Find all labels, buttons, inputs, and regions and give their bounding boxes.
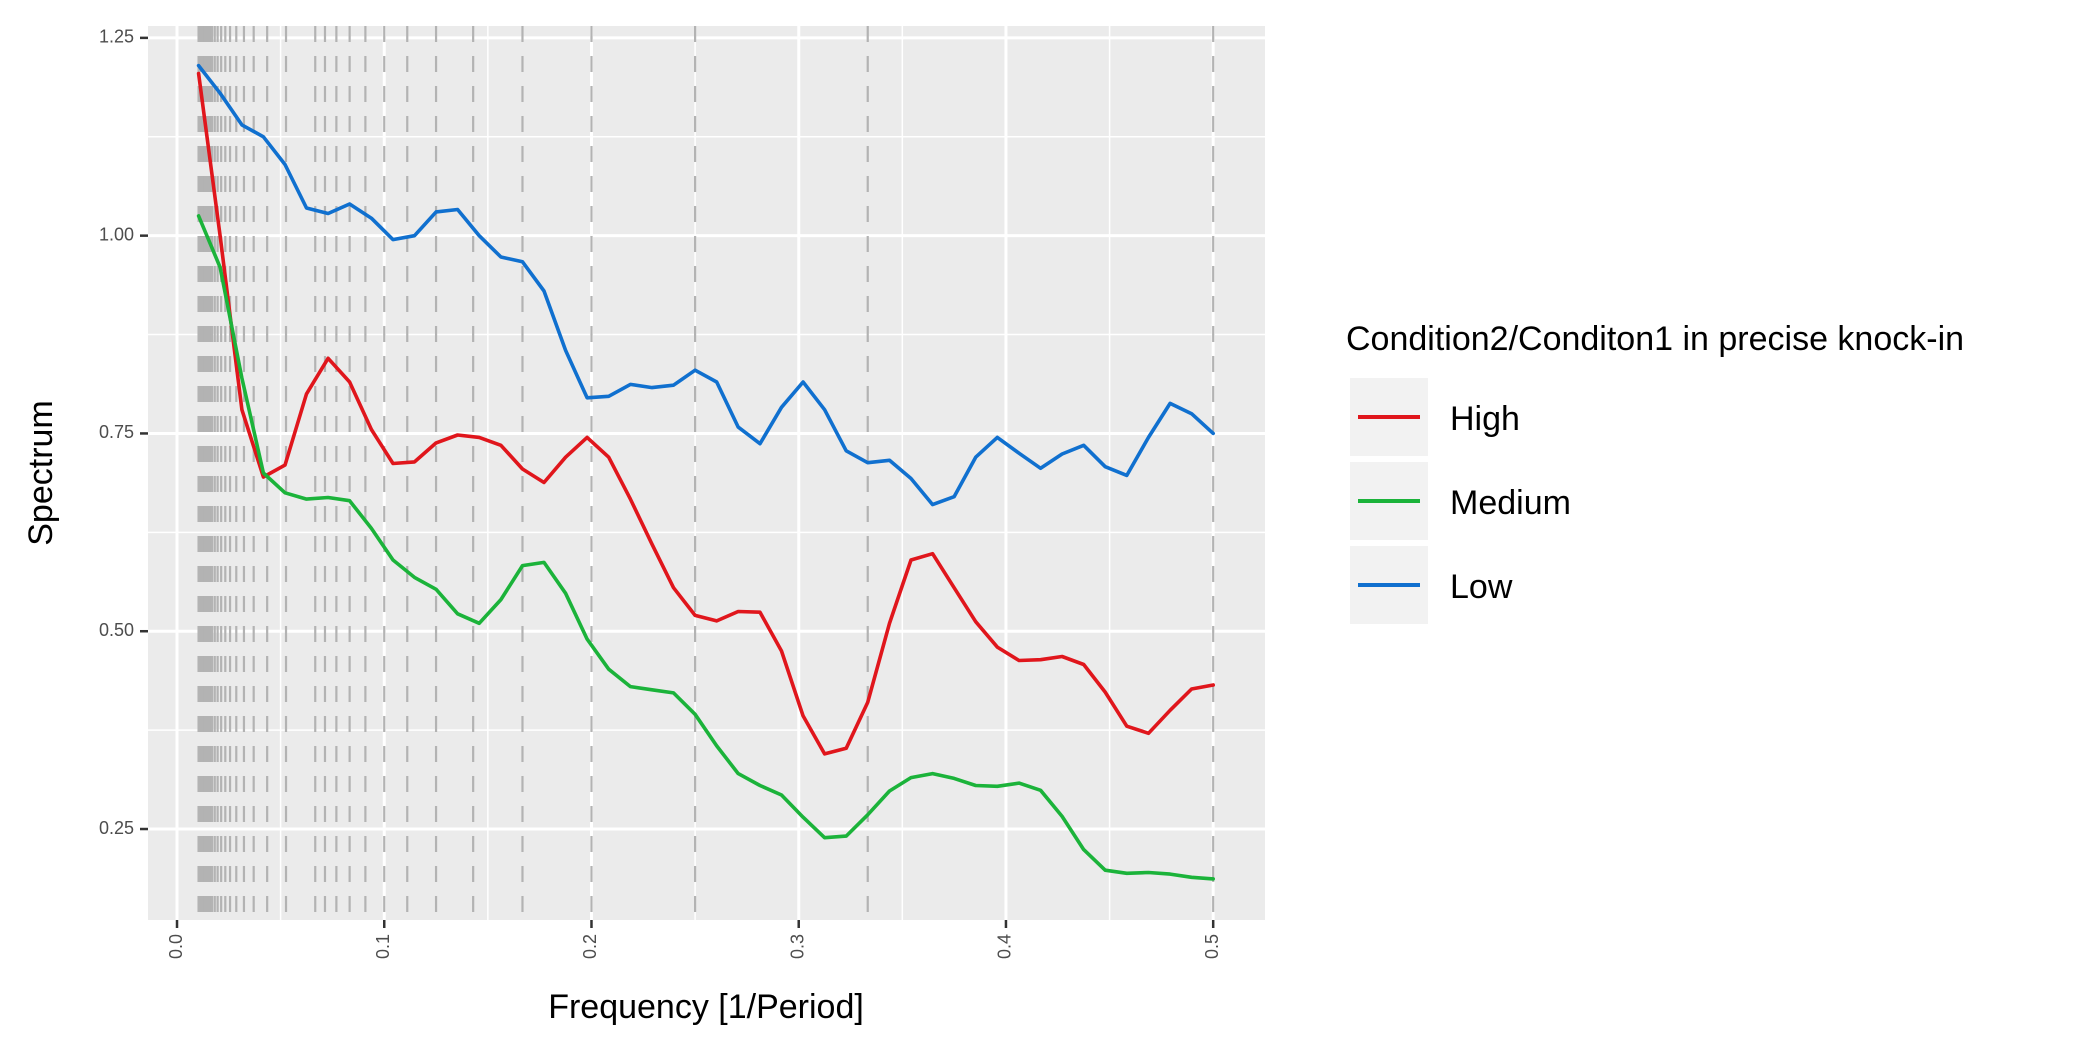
x-tick-label: 0.4 xyxy=(995,934,1015,959)
series-line-high xyxy=(196,71,1215,756)
y-axis-title: Spectrum xyxy=(22,400,60,546)
y-axis: 0.25 0.50 0.75 1.00 1.25 xyxy=(99,27,148,838)
legend-item-low: Low xyxy=(1350,546,1513,624)
legend-label-medium: Medium xyxy=(1450,484,1571,522)
x-tick-label: 0.2 xyxy=(580,934,600,959)
major-gridlines xyxy=(148,26,1265,920)
legend-item-high: High xyxy=(1350,378,1520,456)
y-tick-label: 0.25 xyxy=(99,818,134,838)
x-axis-title: Frequency [1/Period] xyxy=(548,988,864,1026)
x-axis: 0.0 0.1 0.2 0.3 0.4 0.5 xyxy=(166,920,1222,959)
x-tick-label: 0.1 xyxy=(373,934,393,959)
y-tick-label: 1.25 xyxy=(99,27,134,47)
y-tick-label: 1.00 xyxy=(99,224,134,244)
x-tick-label: 0.3 xyxy=(787,934,807,959)
legend-title: Condition2/Conditon1 in precise knock-in xyxy=(1346,320,1964,358)
y-tick-label: 0.50 xyxy=(99,620,134,640)
panel-background xyxy=(148,26,1265,920)
legend-label-high: High xyxy=(1450,400,1520,438)
x-tick-label: 0.5 xyxy=(1202,934,1222,959)
legend-label-low: Low xyxy=(1450,568,1513,606)
legend: Condition2/Conditon1 in precise knock-in… xyxy=(1346,320,1964,624)
series-lines xyxy=(196,63,1215,881)
series-line-low xyxy=(196,63,1215,507)
x-tick-label: 0.0 xyxy=(166,934,186,959)
series-line-medium xyxy=(196,214,1215,881)
y-tick-label: 0.75 xyxy=(99,422,134,442)
legend-item-medium: Medium xyxy=(1350,462,1571,540)
